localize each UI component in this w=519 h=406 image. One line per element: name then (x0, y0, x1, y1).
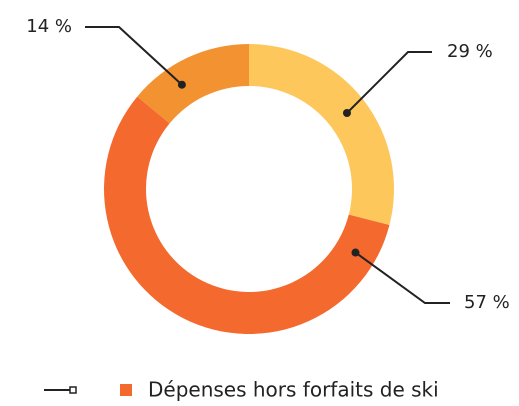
leader-line (85, 26, 183, 86)
leader-dot (351, 248, 360, 257)
leader-line (346, 51, 432, 114)
slice (103, 96, 390, 335)
legend-text: Dépenses hors forfaits de ski (148, 378, 439, 402)
data-label: 29 % (447, 41, 493, 62)
legend-icon-square (69, 386, 77, 394)
slice (249, 44, 394, 226)
data-label: 57 % (464, 292, 510, 313)
leader-dot (342, 108, 351, 117)
data-label: 14 % (26, 16, 72, 37)
legend-swatch (120, 384, 132, 396)
slice (137, 44, 249, 124)
leader-dot (177, 80, 186, 89)
legend (44, 386, 77, 394)
leader-line (354, 251, 450, 304)
